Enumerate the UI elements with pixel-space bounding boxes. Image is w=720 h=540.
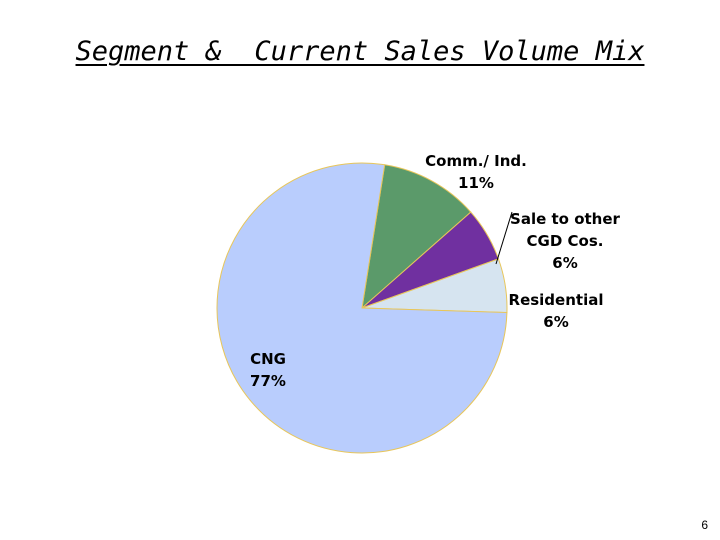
- slice-labels: Comm./ Ind. 11% Sale to other CGD Cos. 6% Res…: [250, 152, 620, 390]
- leader-line-sale-other-cgd: [495, 211, 513, 265]
- label-cng: CNG 77%: [250, 350, 286, 390]
- page-number: 6: [701, 518, 708, 532]
- leader-lines: [495, 211, 513, 265]
- pie-slices: [216, 162, 508, 454]
- label-comm-ind: Comm./ Ind. 11%: [425, 152, 527, 192]
- label-residential: Residential 6%: [509, 291, 604, 331]
- slide-title: Segment & Current Sales Volume Mix: [75, 36, 645, 67]
- slice-cng: [216, 162, 508, 454]
- label-sale-other-cgd: Sale to other CGD Cos. 6%: [510, 210, 620, 272]
- slice-comm-ind: [361, 164, 472, 310]
